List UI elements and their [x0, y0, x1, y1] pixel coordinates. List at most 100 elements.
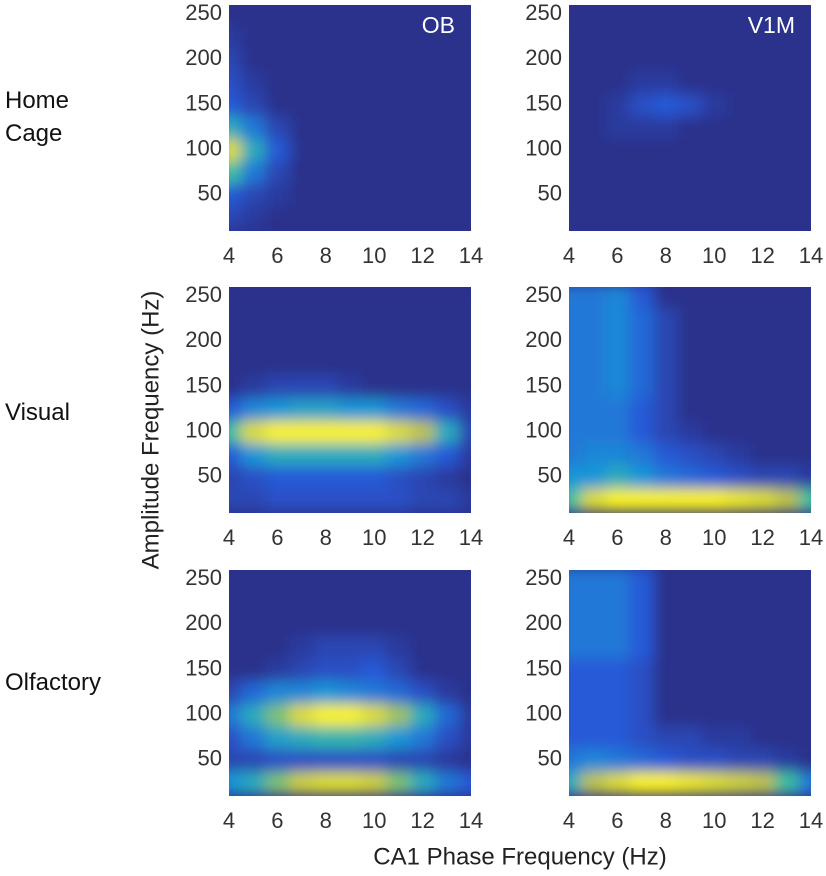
x-tick-label: 8 [320, 243, 332, 268]
heatmap-cell [702, 375, 727, 399]
heatmap-cell [386, 635, 411, 659]
heatmap-cell [750, 680, 776, 704]
heatmap-cell [750, 47, 776, 72]
heatmap-cell [581, 287, 606, 308]
heatmap-cell [677, 307, 703, 331]
heatmap-cell [629, 70, 655, 94]
heatmap-cell [581, 307, 606, 331]
heatmap-cell [241, 680, 266, 704]
heatmap-cell [702, 748, 727, 772]
heatmap-cell [241, 488, 266, 512]
heatmap-cell [798, 635, 811, 659]
heatmap-cell [569, 375, 582, 399]
heatmap-cell [629, 748, 655, 772]
heatmap-cell [289, 93, 315, 117]
heatmap-cell [605, 47, 630, 72]
heatmap-cell [229, 570, 242, 591]
heatmap-cell [241, 748, 266, 772]
heatmap-cell [458, 307, 471, 331]
heatmap-cell [313, 771, 339, 795]
heatmap-cell [750, 420, 776, 444]
heatmap-cell [289, 206, 315, 230]
heatmap-cell [265, 748, 290, 772]
heatmap-cell [605, 115, 630, 139]
heatmap-cell [410, 375, 436, 399]
heatmap-cell [289, 47, 315, 72]
heatmap-cell [629, 287, 655, 308]
heatmap-cell [605, 352, 630, 376]
heatmap-cell [798, 590, 811, 614]
heatmap-cell [702, 658, 727, 682]
heatmap-cell [313, 725, 339, 750]
x-axis-label: CA1 Phase Frequency (Hz) [373, 843, 666, 870]
heatmap-cell [605, 287, 630, 308]
heatmap-cell [569, 725, 582, 750]
heatmap-cell [677, 5, 703, 26]
heatmap-cell [410, 25, 436, 49]
heatmap-cell [774, 658, 800, 682]
plot-area [229, 570, 471, 796]
heatmap-cell [434, 160, 460, 185]
heatmap-cell [569, 70, 582, 94]
heatmap-cell [229, 488, 242, 512]
heatmap-cell [677, 442, 703, 467]
heatmap-cell [774, 635, 800, 659]
heatmap-cell [774, 748, 800, 772]
heatmap-cell [569, 397, 582, 421]
x-tick-label: 14 [459, 525, 483, 550]
heatmap-cell [265, 307, 290, 331]
heatmap-cell [458, 287, 471, 308]
heatmap-cell [569, 703, 582, 727]
heatmap-cell [337, 612, 363, 637]
heatmap-cell [774, 352, 800, 376]
heatmap-cell [581, 47, 606, 72]
heatmap-cell [289, 397, 315, 421]
heatmap-cell [605, 771, 630, 795]
y-tick-label: 200 [185, 610, 222, 635]
y-tick-label: 200 [185, 45, 222, 70]
heatmap-cell [605, 307, 630, 331]
heatmap-cell [798, 570, 811, 591]
plot-area [569, 570, 811, 796]
heatmap-cell [434, 771, 460, 795]
heatmap-cell [337, 570, 363, 591]
heatmap-cell [337, 307, 363, 331]
heatmap-cell [629, 47, 655, 72]
heatmap-cell [337, 47, 363, 72]
heatmap-cell [241, 771, 266, 795]
heatmap-cell [458, 160, 471, 185]
heatmap-cell [605, 748, 630, 772]
heatmap-cell [653, 138, 679, 162]
heatmap-cell [677, 352, 703, 376]
heatmap-cell [458, 748, 471, 772]
heatmap-cell [434, 397, 460, 421]
heatmap-cell [581, 465, 606, 489]
heatmap-cell [313, 47, 339, 72]
heatmap-cell [774, 488, 800, 512]
x-tick-label: 8 [320, 808, 332, 833]
y-tick-label: 100 [525, 135, 562, 160]
heatmap-cell [653, 748, 679, 772]
heatmap-cell [229, 397, 242, 421]
y-tick-label: 200 [525, 45, 562, 70]
heatmap-cell [362, 397, 387, 421]
heatmap-cell [313, 70, 339, 94]
heatmap-cell [581, 771, 606, 795]
x-tick-label: 6 [611, 808, 623, 833]
heatmap-cell [653, 115, 679, 139]
y-tick-label: 250 [185, 565, 222, 590]
heatmap-cell [798, 465, 811, 489]
heatmap-cell [653, 420, 679, 444]
heatmap-cell [726, 138, 751, 162]
heatmap-cell [229, 5, 242, 26]
heatmap-cell [653, 725, 679, 750]
heatmap-cell [702, 442, 727, 467]
heatmap-cell [229, 329, 242, 354]
heatmap-cell [750, 635, 776, 659]
heatmap-cell [653, 375, 679, 399]
y-tick-label: 200 [185, 327, 222, 352]
heatmap-cell [677, 658, 703, 682]
heatmap-cell [386, 375, 411, 399]
heatmap-cell [265, 25, 290, 49]
heatmap-cell [434, 442, 460, 467]
